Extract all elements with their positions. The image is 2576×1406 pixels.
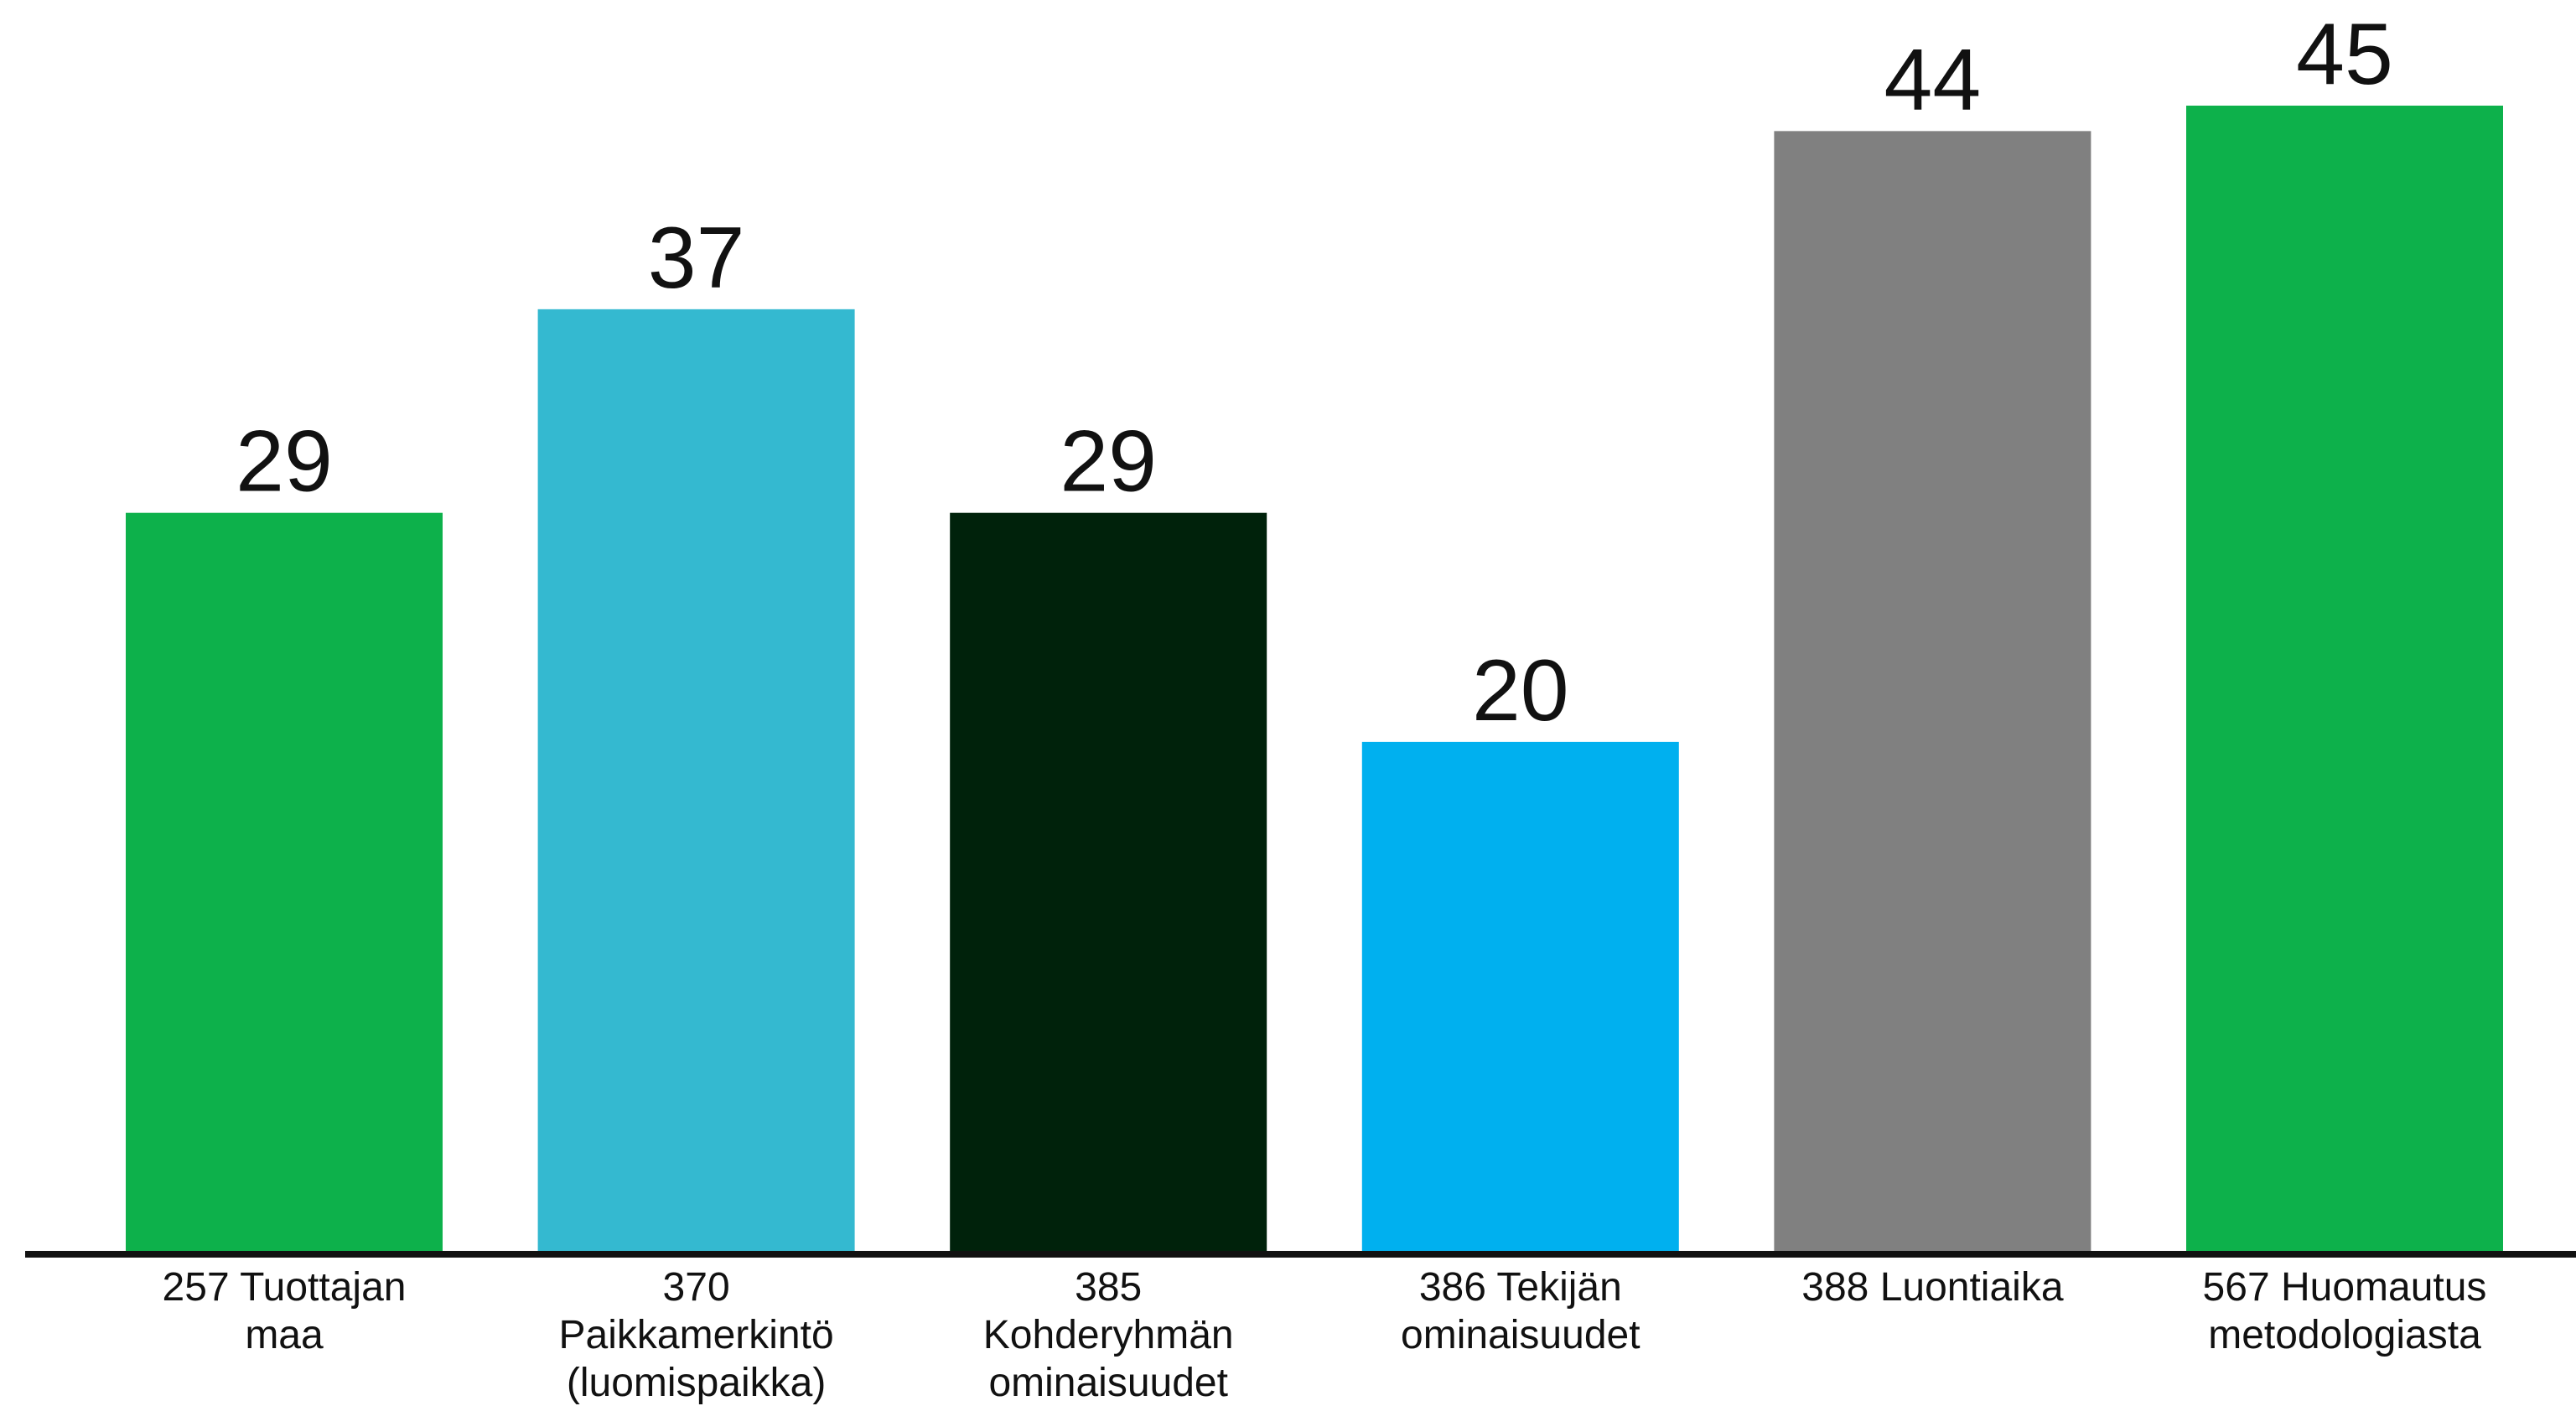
category-label-5-line-1: 388 Luontiaika: [1801, 1265, 2064, 1310]
value-labels-group: 29 37 29 20 44 45: [236, 6, 2393, 739]
bar-2: [537, 309, 855, 1251]
value-label-2: 37: [648, 210, 745, 307]
value-label-1: 29: [236, 413, 333, 511]
category-label-3-line-1: 385: [1075, 1265, 1142, 1310]
category-label-2-line-1: 370: [663, 1265, 730, 1310]
category-label-2-line-2: Paikkamerkintö: [559, 1313, 834, 1357]
value-label-3: 29: [1060, 413, 1157, 511]
category-label-4-line-1: 386 Tekijän: [1419, 1265, 1622, 1310]
value-label-5: 44: [1884, 31, 1982, 128]
bar-6: [2186, 106, 2503, 1251]
bar-4: [1361, 741, 1679, 1251]
value-label-6: 45: [2296, 6, 2393, 103]
category-label-1-line-2: maa: [245, 1313, 324, 1357]
category-label-4-line-2: ominaisuudet: [1401, 1313, 1640, 1357]
bars-group: [126, 106, 2503, 1251]
category-label-3-line-2: Kohderyhmän: [983, 1313, 1234, 1357]
category-label-1-line-1: 257 Tuottajan: [163, 1265, 407, 1310]
bar-3: [950, 512, 1267, 1251]
category-label-3-line-3: ominaisuudet: [988, 1361, 1228, 1405]
category-label-2-line-3: (luomispaikka): [567, 1361, 826, 1405]
value-label-4: 20: [1472, 642, 1569, 739]
bar-1: [126, 512, 443, 1251]
category-label-6-line-2: metodologiasta: [2208, 1313, 2481, 1357]
bar-5: [1774, 131, 2091, 1251]
category-label-6-line-1: 567 Huomautus: [2203, 1265, 2487, 1310]
